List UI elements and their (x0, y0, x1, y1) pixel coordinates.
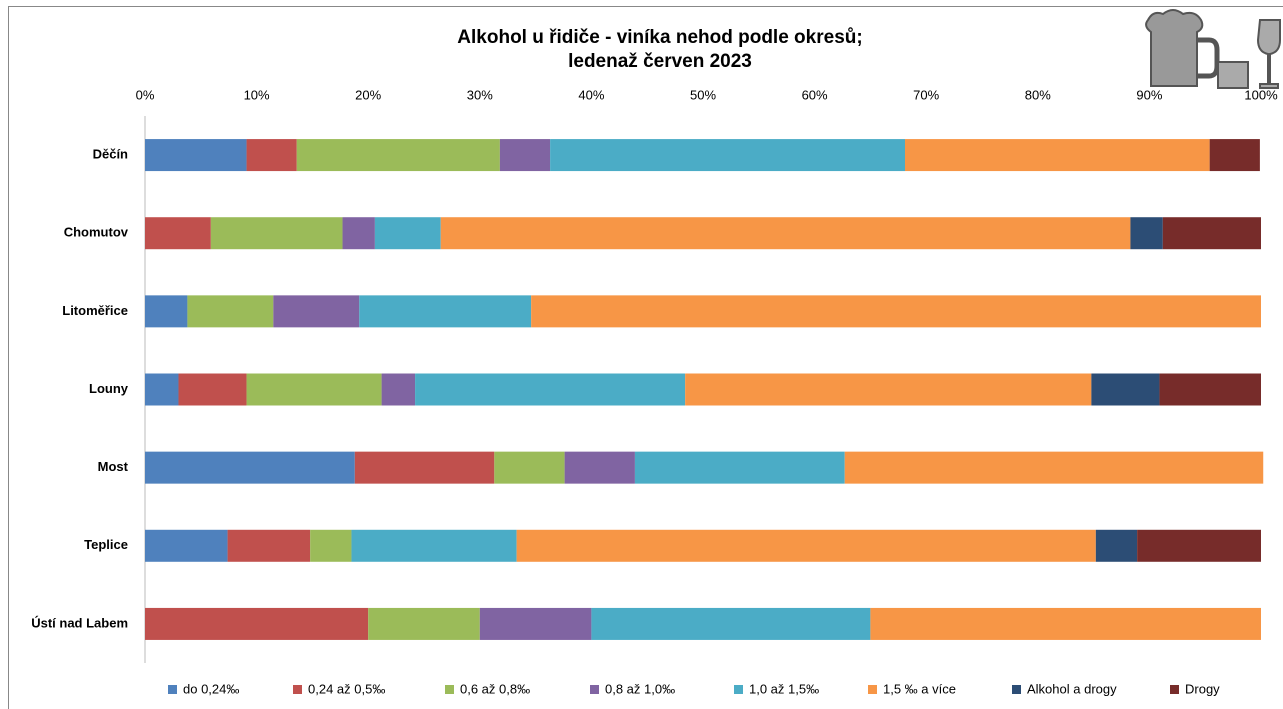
bar-segment (905, 139, 1210, 171)
x-tick-label: 80% (1025, 87, 1051, 102)
legend-marker (868, 685, 877, 694)
legend-marker (590, 685, 599, 694)
legend-label: do 0,24‰ (183, 681, 239, 696)
bar-segment (145, 295, 187, 327)
y-tick-label: Chomutov (64, 225, 129, 240)
bar-segment (415, 374, 685, 406)
chart-frame (9, 7, 1283, 709)
bar-segment (355, 452, 495, 484)
x-tick-label: 100% (1244, 87, 1278, 102)
legend-label: Alkohol a drogy (1027, 681, 1117, 696)
bar-segment (517, 530, 1096, 562)
x-tick-label: 90% (1136, 87, 1162, 102)
x-tick-label: 50% (690, 87, 716, 102)
bar-segment (247, 139, 297, 171)
x-tick-label: 30% (467, 87, 493, 102)
chart-subtitle: ledenaž červen 2023 (568, 51, 752, 72)
bar-segment (591, 608, 870, 640)
legend-marker (293, 685, 302, 694)
legend-label: 0,8 až 1,0‰ (605, 681, 675, 696)
bar-segment (1163, 217, 1261, 249)
y-tick-label: Litoměřice (62, 303, 128, 318)
y-tick-label: Teplice (84, 537, 128, 552)
bar-segment (550, 139, 905, 171)
bar-segment (145, 530, 228, 562)
x-tick-label: 40% (578, 87, 604, 102)
bar-segment (351, 530, 516, 562)
bar-segment (273, 295, 359, 327)
bar-segment (343, 217, 375, 249)
x-tick-label: 10% (244, 87, 270, 102)
bar-segment (1137, 530, 1261, 562)
bar-segment (480, 608, 592, 640)
bar-segment (494, 452, 564, 484)
bar-segment (382, 374, 415, 406)
bar-segment (500, 139, 550, 171)
legend-label: Drogy (1185, 681, 1220, 696)
bar-segment (228, 530, 311, 562)
x-tick-label: 0% (136, 87, 155, 102)
bar-segment (1159, 374, 1261, 406)
bar-segment (1130, 217, 1162, 249)
legend-marker (168, 685, 177, 694)
y-tick-label: Ústí nad Labem (31, 615, 128, 630)
y-tick-label: Most (98, 459, 129, 474)
bar-segment (145, 217, 211, 249)
bar-segment (441, 217, 1131, 249)
legend-label: 1,0 až 1,5‰ (749, 681, 819, 696)
legend-label: 0,6 až 0,8‰ (460, 681, 530, 696)
legend-label: 0,24 až 0,5‰ (308, 681, 385, 696)
x-tick-label: 60% (802, 87, 828, 102)
bar-segment (145, 452, 355, 484)
chart-title: Alkohol u řidiče - viníka nehod podle ok… (457, 27, 862, 48)
legend-marker (1170, 685, 1179, 694)
bar-segment (870, 608, 1261, 640)
bar-segment (145, 608, 368, 640)
bar-segment (310, 530, 351, 562)
y-tick-label: Děčín (93, 147, 128, 162)
bar-segment (178, 374, 246, 406)
bar-segment (359, 295, 531, 327)
bar-segment (247, 374, 382, 406)
legend-marker (445, 685, 454, 694)
bar-segment (187, 295, 273, 327)
x-tick-label: 70% (913, 87, 939, 102)
bar-segment (368, 608, 480, 640)
bar-segment (531, 295, 1261, 327)
y-tick-label: Louny (89, 381, 129, 396)
bar-segment (211, 217, 343, 249)
x-tick-label: 20% (355, 87, 381, 102)
bar-segment (1210, 139, 1260, 171)
bar-segment (1096, 530, 1137, 562)
legend-marker (1012, 685, 1021, 694)
bar-segment (297, 139, 500, 171)
bar-segment (845, 452, 1263, 484)
chart: Alkohol u řidiče - viníka nehod podle ok… (0, 0, 1283, 709)
bar-segment (145, 374, 178, 406)
bar-segment (375, 217, 441, 249)
legend-label: 1,5 ‰ a více (883, 681, 956, 696)
bar-segment (685, 374, 1091, 406)
bar-segment (565, 452, 635, 484)
bar-segment (635, 452, 845, 484)
legend-marker (734, 685, 743, 694)
bar-segment (145, 139, 247, 171)
bar-segment (1091, 374, 1159, 406)
